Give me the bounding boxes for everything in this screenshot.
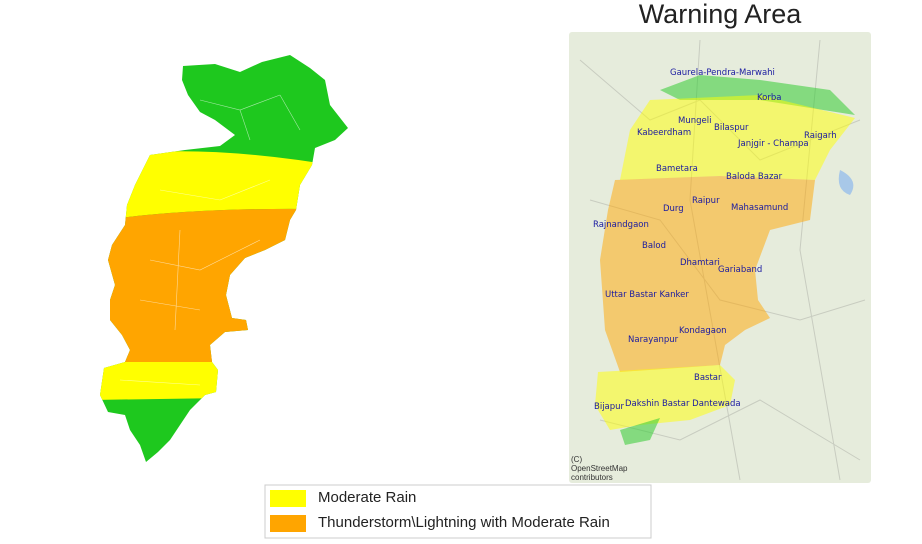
district-label: Rajnandgaon [593,220,649,230]
district-label: Dhamtari [680,258,720,268]
district-label: Raigarh [804,131,837,141]
legend-label: Moderate Rain [318,489,416,506]
attribution-line: contributors [571,473,613,482]
legend-label: Thunderstorm\Lightning with Moderate Rai… [318,514,610,531]
legend-swatch [270,490,306,507]
district-label: Raipur [692,196,720,206]
district-label: Bametara [656,164,698,174]
district-label: Kabeerdham [637,128,691,138]
base-map [569,32,871,483]
legend: Moderate Rain Thunderstorm\Lightning with… [270,489,610,532]
district-label: Durg [663,204,684,214]
district-labels: Gaurela-Pendra-Marwahi Korba MungeliBilasp… [593,68,837,412]
district-label: Bilaspur [714,123,749,133]
district-label: Baloda Bazar [726,172,783,182]
district-label: Balod [642,241,666,251]
district-label: Kondagaon [679,326,727,336]
title: Warning Area [639,0,803,29]
district-label: Janjgir - Champa [737,139,809,149]
district-label: Gariaband [718,265,762,275]
legend-swatch [270,515,306,532]
district-label: Uttar Bastar Kanker [605,290,689,300]
attribution-line: OpenStreetMap [571,464,628,473]
district-label: Korba [757,93,781,103]
district-label: Gaurela-Pendra-Marwahi [670,68,775,78]
district-label: Mungeli [678,116,711,126]
district-label: Bijapur [594,402,625,412]
district-label: Mahasamund [731,203,788,213]
legend-box [264,484,652,539]
state-map [100,55,348,462]
district-label: Bastar [694,373,722,383]
district-label: Dakshin Bastar Dantewada [625,399,741,409]
district-label: Narayanpur [628,335,679,345]
attribution-line: (C) [571,455,582,464]
